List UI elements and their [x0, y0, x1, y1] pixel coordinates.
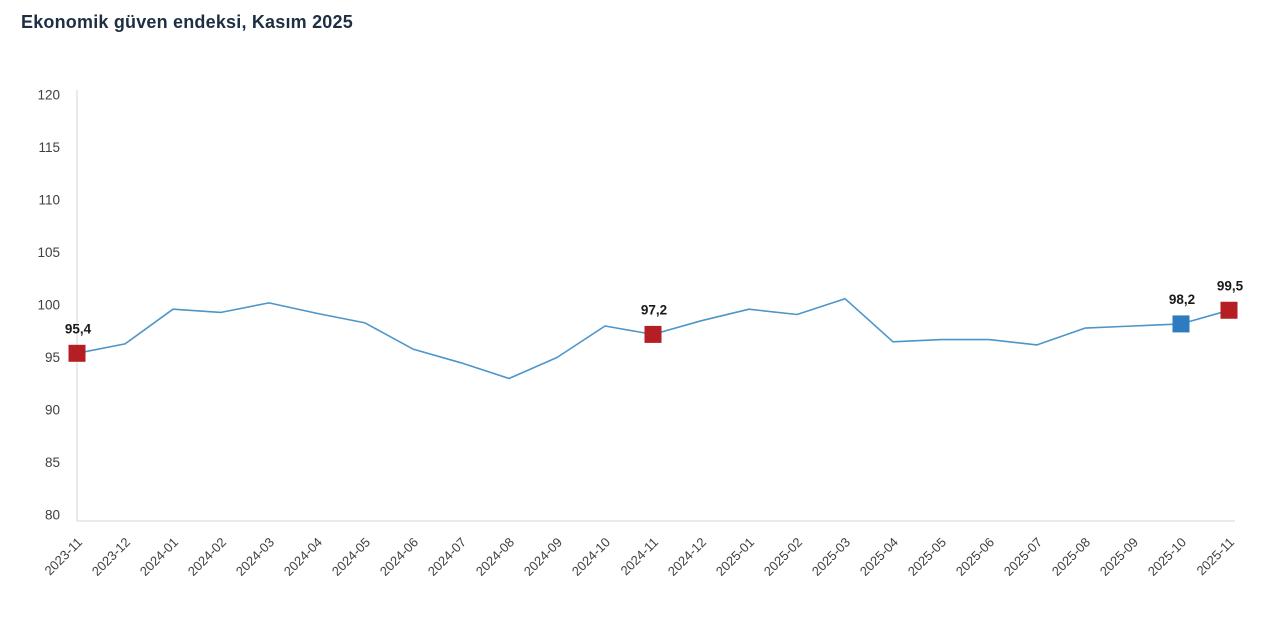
x-tick-label: 2025-10 [1145, 535, 1189, 579]
x-tick-label: 2025-07 [1001, 535, 1045, 579]
y-tick-label: 95 [45, 350, 60, 365]
x-tick-label: 2025-05 [905, 535, 949, 579]
y-tick-label: 110 [38, 193, 60, 208]
x-tick-label: 2023-12 [89, 535, 133, 579]
x-tick-label: 2024-12 [665, 535, 709, 579]
x-tick-label: 2025-06 [953, 535, 997, 579]
x-tick-label: 2024-06 [377, 535, 421, 579]
x-tick-label: 2024-01 [137, 535, 181, 579]
y-tick-label: 80 [45, 508, 60, 523]
x-tick-label: 2024-10 [569, 535, 613, 579]
x-tick-label: 2024-04 [281, 535, 325, 579]
x-tick-label: 2025-09 [1097, 535, 1141, 579]
highlight-marker [68, 344, 86, 362]
x-tick-label: 2024-03 [233, 535, 277, 579]
y-tick-label: 100 [37, 298, 60, 313]
x-tick-label: 2024-05 [329, 535, 373, 579]
highlight-marker [644, 325, 662, 343]
y-tick-label: 90 [45, 403, 60, 418]
point-value-label: 97,2 [641, 302, 667, 317]
highlight-marker [1172, 315, 1190, 333]
point-value-label: 95,4 [65, 321, 92, 336]
x-tick-label: 2024-08 [473, 535, 517, 579]
y-tick-label: 85 [45, 455, 60, 470]
x-tick-label: 2024-11 [617, 535, 661, 579]
x-tick-label: 2025-03 [809, 535, 853, 579]
x-tick-label: 2025-01 [713, 535, 757, 579]
y-tick-label: 120 [37, 88, 60, 103]
x-tick-label: 2025-08 [1049, 535, 1093, 579]
x-tick-label: 2025-02 [761, 535, 805, 579]
point-value-label: 99,5 [1217, 278, 1244, 293]
x-tick-label: 2025-11 [1193, 535, 1237, 579]
x-tick-label: 2024-09 [521, 535, 565, 579]
x-tick-label: 2025-04 [857, 535, 901, 579]
point-value-label: 98,2 [1169, 292, 1195, 307]
y-tick-label: 105 [37, 245, 60, 260]
highlight-marker [1220, 301, 1238, 319]
x-tick-label: 2024-07 [425, 535, 469, 579]
x-tick-label: 2024-02 [185, 535, 229, 579]
chart-title: Ekonomik güven endeksi, Kasım 2025 [21, 12, 353, 32]
x-tick-label: 2023-11 [41, 535, 85, 579]
y-tick-label: 115 [38, 140, 60, 155]
